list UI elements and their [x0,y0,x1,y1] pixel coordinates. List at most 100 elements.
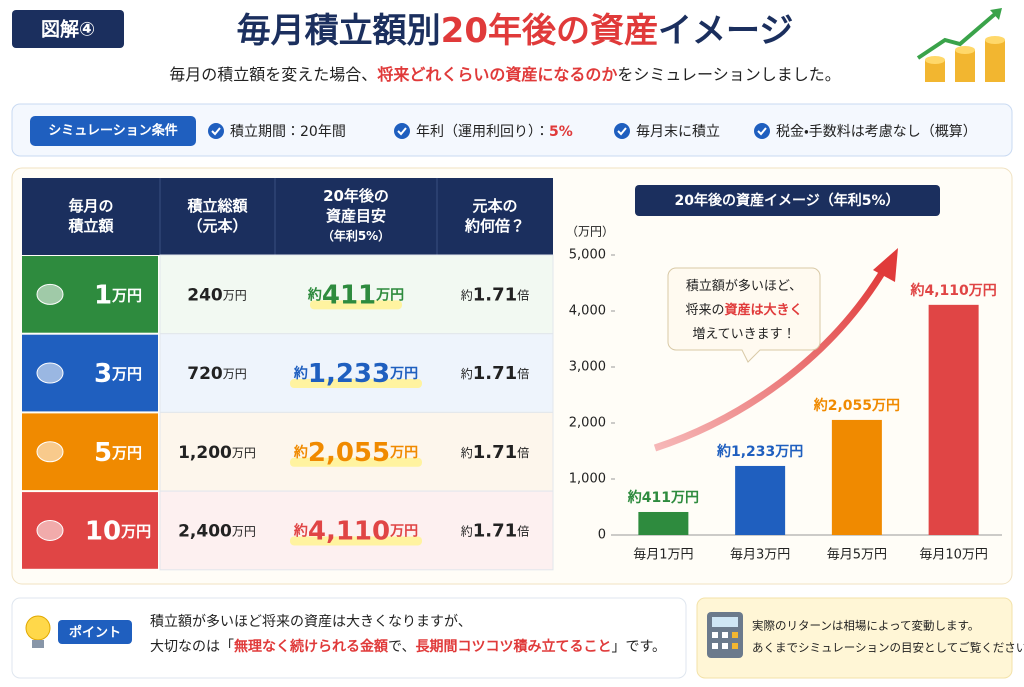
calculator-icon [707,612,743,658]
table-header: （元本） [187,217,247,235]
total-principal-part: 1,200 [178,443,232,463]
condition-item: 税金・手数料は考慮なし（概算） [776,124,977,140]
future-value-part: 約 [293,365,308,382]
annotation-part: 増えていきます！ [692,327,795,342]
badge [12,10,124,48]
monthly-amount-part: 3 [94,359,112,389]
multiple-part: 1.71 [473,284,517,305]
wallet-icon [36,441,64,463]
value-highlight [290,379,422,389]
multiple-part: 倍 [517,444,529,459]
table-header-bg [22,178,553,255]
monthly-amount: 10万円 [85,516,151,546]
total-principal-part: 万円 [223,288,247,302]
title: 毎月積立額別20年後の資産イメージ [237,11,794,51]
total-principal: 720万円 [187,364,247,384]
data-label: 約4,110万円 [909,282,996,299]
total-principal: 2,400万円 [178,521,256,541]
table-header: 積立総額 [186,197,248,215]
future-value-part: 1,233 [308,359,390,389]
total-principal-part: 2,400 [178,521,232,541]
monthly-amount-part: 1 [94,280,112,310]
annotation-part: 将来の [685,303,724,318]
table-row-bg [159,490,554,571]
multiple-part: 約 [461,523,473,538]
table-header: 積立額 [67,217,114,235]
multiple: 約1.71倍 [461,520,529,541]
multiple-part: 1.71 [473,520,517,541]
x-tick-label: 毎月10万円 [919,547,988,563]
table-header: （年利5%） [322,228,390,243]
monthly-amount-part: 万円 [111,365,142,383]
bar [735,465,786,535]
condition-item: 毎月末に積立 [636,124,720,140]
future-value-part: 万円 [389,523,418,539]
future-value-part: 約 [293,522,308,539]
note-panel [696,597,1013,679]
condition-item: 積立期間：20年間 [230,124,346,140]
table-row-bg [159,411,554,492]
value-highlight [290,536,422,546]
trend-arrow-head [873,248,898,282]
wallet-icon [36,519,64,541]
monthly-amount-part: 10 [85,516,121,546]
monthly-amount-part: 万円 [111,443,142,461]
point-label: ポイント [69,625,121,641]
future-value-part: 約 [293,444,308,461]
point-text-part: 積立額が多いほど将来の資産は大きくなりますが、 [150,614,472,630]
multiple-part: 1.71 [473,442,517,463]
speech-bubble [667,267,821,363]
subtitle: 毎月の積立額を変えた場合、将来どれくらいの資産になるのかをシミュレーションしまし… [169,65,840,84]
total-principal-part: 240 [187,285,223,305]
total-principal-part: 万円 [223,367,247,381]
annotation-part: 資産は大きく [725,302,803,318]
multiple: 約1.71倍 [461,284,529,305]
wallet-icon [36,362,64,384]
table-row-bg [159,254,554,335]
table-header: 元本の [472,197,517,215]
data-label: 約411万円 [627,489,699,506]
x-tick-label: 毎月5万円 [827,547,887,563]
total-principal: 240万円 [187,285,247,305]
chart-title: 20年後の資産イメージ（年利5%） [675,192,900,209]
point-panel [11,597,687,679]
condition-item: 年利（運用利回り）：5% [416,124,573,140]
check-icon [208,123,224,139]
check-mark [397,127,407,136]
condition-item-part: 毎月末に積立 [636,124,720,140]
y-tick-label: 4,000 [569,304,606,319]
total-principal-part: 万円 [232,524,256,538]
future-value-part: 2,055 [308,437,390,467]
condition-item-part: 税金・手数料は考慮なし（概算） [776,124,977,140]
check-mark [617,127,627,136]
data-label: 約1,233万円 [716,443,803,460]
check-icon [614,123,630,139]
multiple-part: 約 [461,444,473,459]
y-axis-label: （万円） [566,225,614,239]
future-value-part: 411 [322,280,376,310]
condition-item-part: 5% [549,124,573,140]
annotation-part: 積立額が多いほど、 [686,279,802,294]
table-header: 資産目安 [326,207,386,225]
condition-item-part: 年利（運用利回り）： [416,124,549,140]
title-part: 毎月積立額別 [237,11,441,51]
value-highlight [290,457,422,467]
multiple-part: 1.71 [473,363,517,384]
check-icon [394,123,410,139]
table-header: 20年後の [323,187,389,205]
point-label-bg [58,620,132,644]
condition-item-part: 積立期間：20年間 [230,124,346,140]
multiple-part: 倍 [517,287,529,302]
y-tick-label: 1,000 [569,472,606,487]
check-mark [211,127,221,136]
y-tick-label: 3,000 [569,360,606,375]
multiple-part: 約 [461,366,473,381]
value-highlight [310,300,402,310]
y-tick-label: 0 [598,528,606,543]
table-header: 約何倍？ [464,217,525,235]
future-value-part: 万円 [389,445,418,461]
chart-title-bg [635,185,940,216]
note-text: あくまでシミュレーションの目安としてご覧ください。 [752,641,1024,655]
